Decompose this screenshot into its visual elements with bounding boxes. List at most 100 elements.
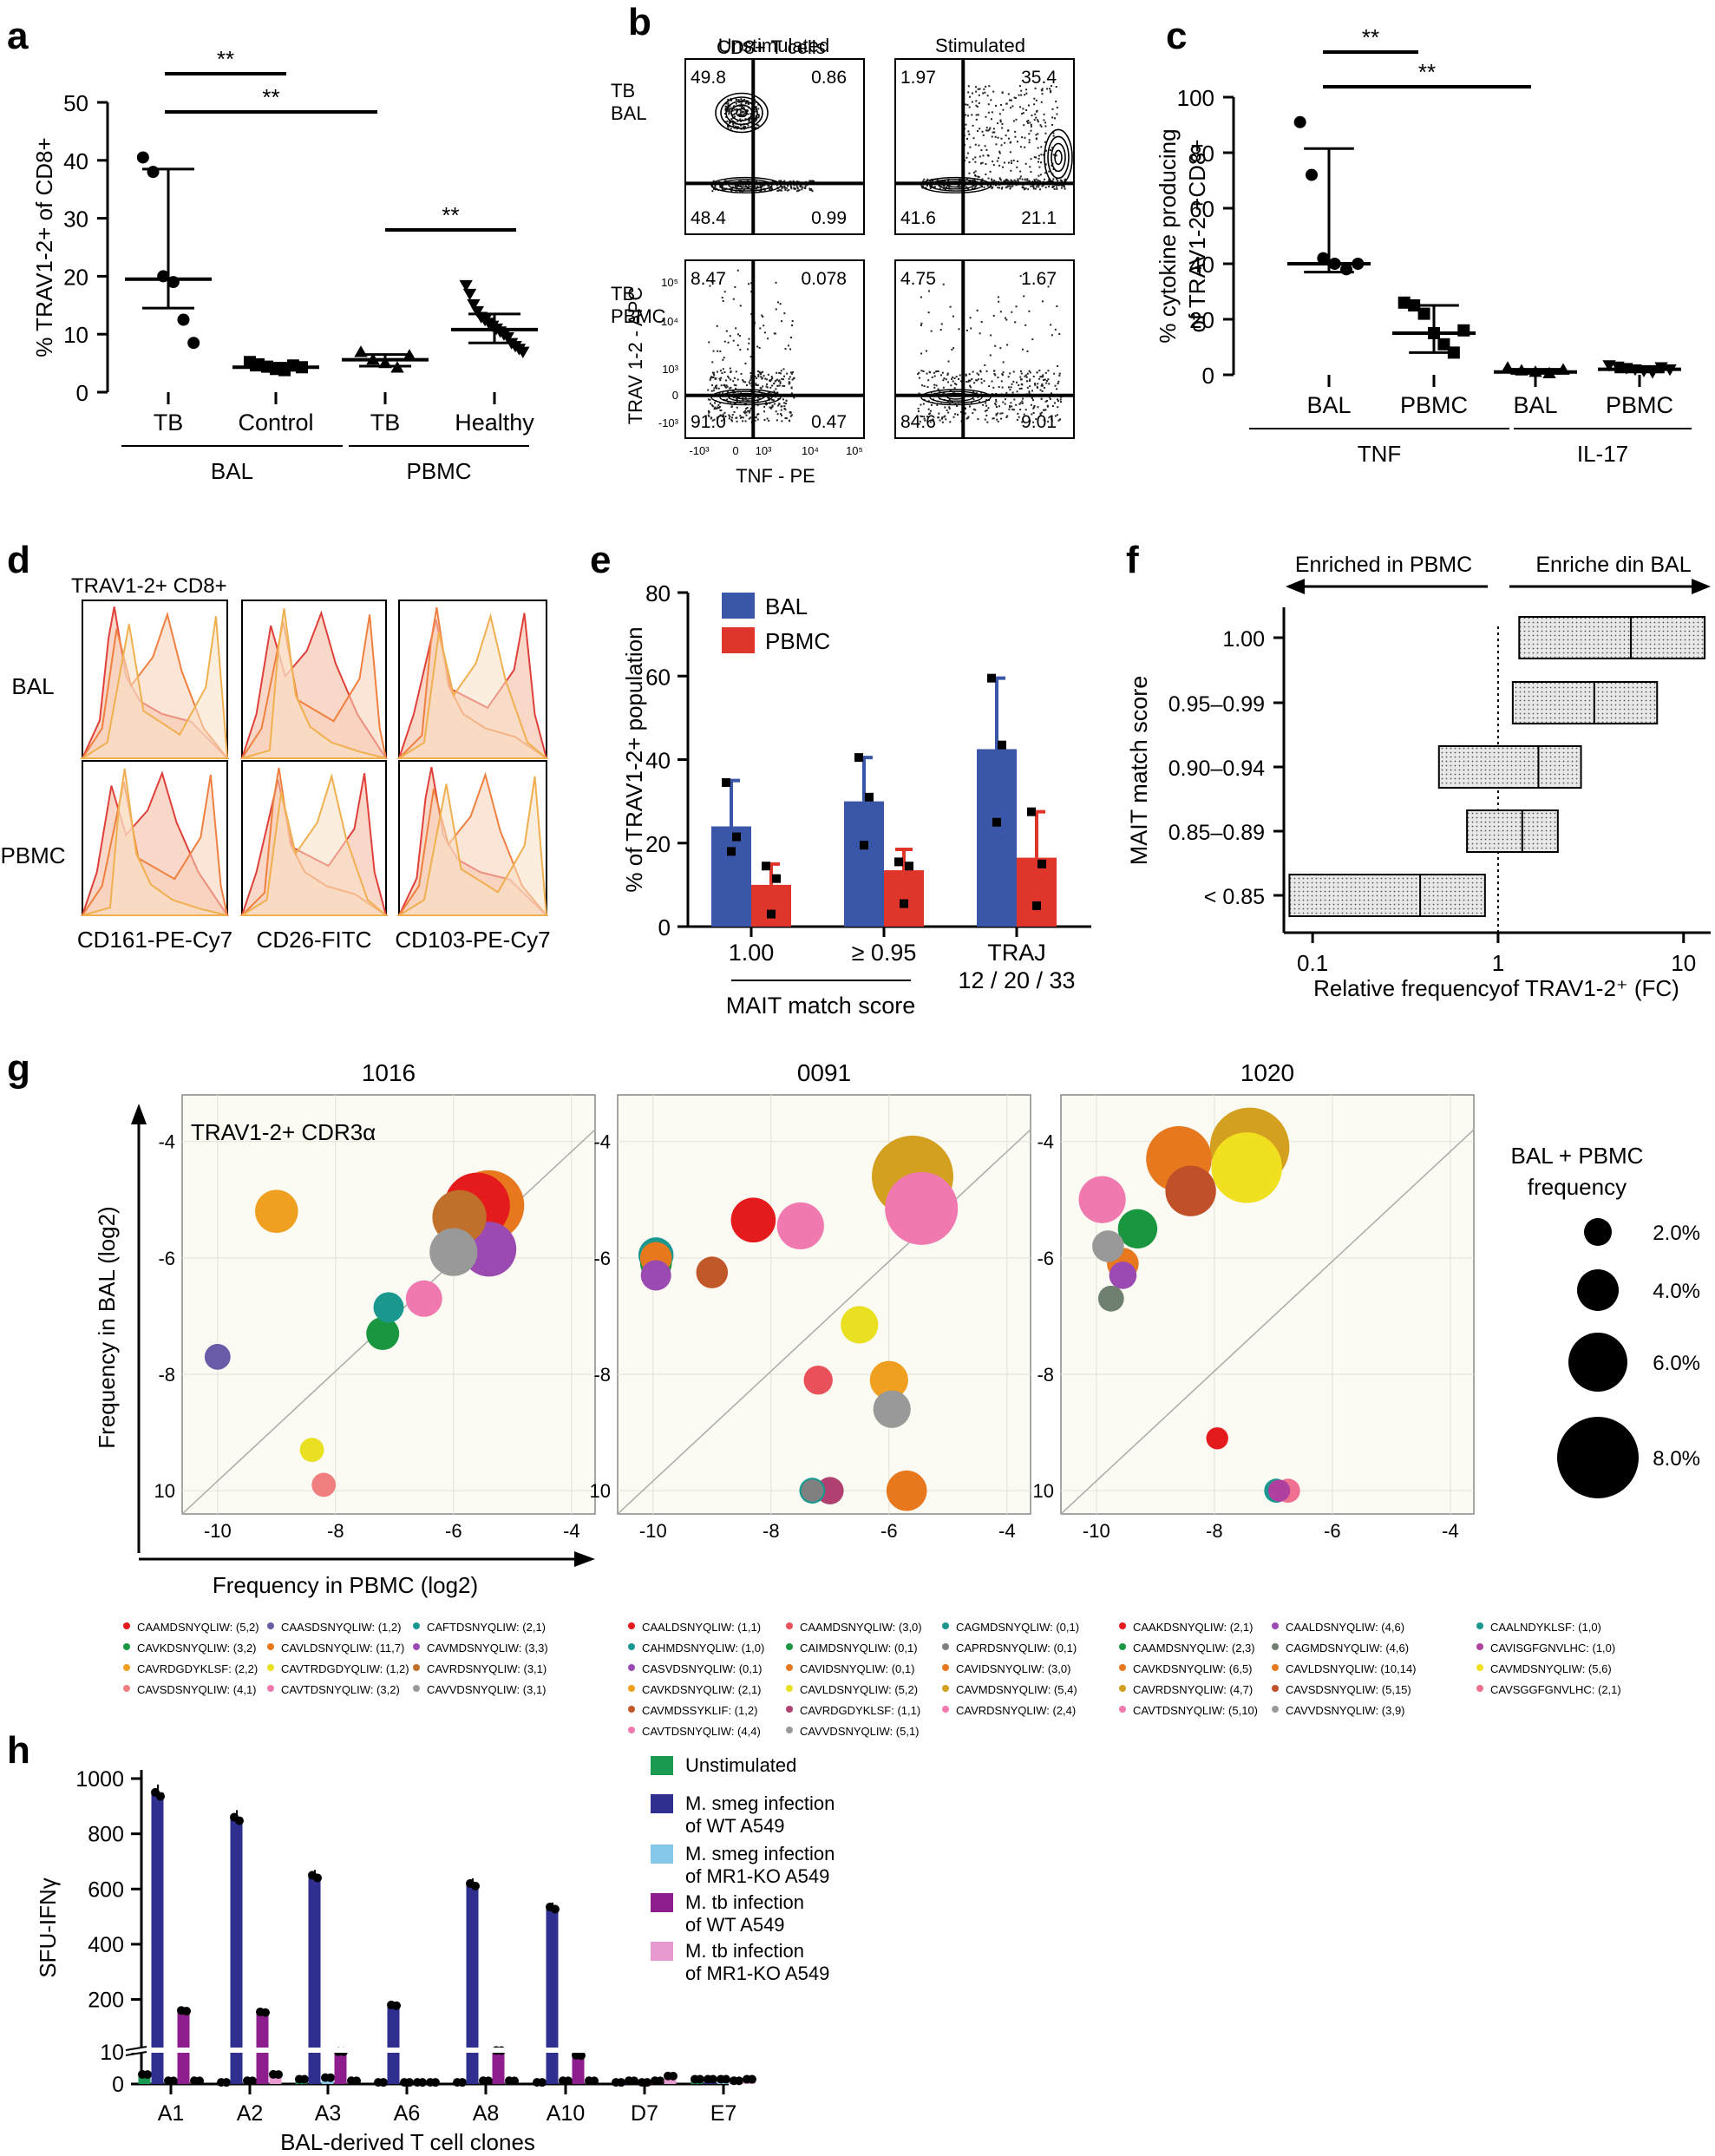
flow-event xyxy=(776,419,778,422)
x-tick-label: 0.1 xyxy=(1297,950,1328,976)
bubble xyxy=(873,1390,911,1428)
data-point xyxy=(860,841,868,850)
flow-event xyxy=(930,330,933,332)
flow-event xyxy=(1051,108,1054,110)
legend-label: CAVMDSNYQLIW: (5,4) xyxy=(956,1683,1077,1696)
flow-event xyxy=(1051,419,1053,422)
flow-event xyxy=(730,107,733,109)
flow-event xyxy=(790,414,793,416)
flow-event xyxy=(799,185,802,187)
flow-event xyxy=(918,410,920,413)
flow-event xyxy=(985,398,988,401)
legend-label: CAALDSNYQLIW: (1,1) xyxy=(642,1621,761,1634)
flow-event xyxy=(733,377,736,379)
flow-event xyxy=(746,348,749,351)
legend-dot xyxy=(628,1727,635,1733)
flow-event xyxy=(983,380,985,383)
y-tick-label: 100 xyxy=(1177,85,1214,111)
flow-event xyxy=(729,416,731,418)
x-tick-label: A1 xyxy=(158,2101,185,2126)
flow-event xyxy=(1046,379,1049,382)
data-point xyxy=(1027,807,1036,816)
flow-event xyxy=(716,324,718,327)
flow-event xyxy=(736,420,738,423)
flow-event xyxy=(1048,170,1051,173)
flow-event xyxy=(788,377,790,380)
flow-event xyxy=(947,381,950,383)
axis-break-mark xyxy=(125,2051,147,2056)
flow-event xyxy=(730,118,733,121)
bubble xyxy=(255,1189,298,1233)
flow-event xyxy=(1025,376,1028,378)
data-point xyxy=(501,331,515,344)
flow-event xyxy=(1024,136,1026,139)
flow-event xyxy=(1051,417,1053,420)
flow-event xyxy=(712,371,715,374)
data-point xyxy=(187,337,200,350)
flow-event xyxy=(760,376,763,378)
panel-label-e: e xyxy=(590,539,611,581)
flow-event xyxy=(769,406,771,409)
flow-event xyxy=(936,370,939,372)
flow-event xyxy=(725,386,728,389)
flow-event xyxy=(790,386,793,389)
panel-label-a: a xyxy=(7,15,29,57)
flow-event xyxy=(972,412,974,415)
flow-event xyxy=(782,368,785,370)
panel-h: h0102004006008001000SFU-IFNγBAL-derived … xyxy=(7,1729,835,2155)
flow-event xyxy=(994,104,997,107)
y-tick-label: 0 xyxy=(1202,363,1214,389)
x-tick-label: BAL xyxy=(1513,392,1557,418)
histogram-trace xyxy=(79,616,229,759)
flow-event xyxy=(968,405,971,408)
flow-event xyxy=(918,371,920,374)
flow-event xyxy=(748,102,750,105)
flow-event xyxy=(1013,96,1016,99)
flow-event xyxy=(1045,400,1048,403)
legend-label: of WT A549 xyxy=(685,1815,785,1837)
flow-event xyxy=(748,283,750,285)
flow-event xyxy=(1009,406,1011,409)
flow-event xyxy=(1042,409,1044,411)
flow-event xyxy=(1044,178,1046,180)
flow-event xyxy=(757,413,760,416)
legend-dot xyxy=(1272,1664,1279,1671)
flow-event xyxy=(1004,317,1006,319)
flow-event xyxy=(999,311,1002,313)
flow-event xyxy=(1017,160,1019,162)
flow-event xyxy=(1007,386,1010,389)
y-tick-label: 50 xyxy=(63,90,88,116)
flow-event xyxy=(997,136,999,139)
y-tick-label: -6 xyxy=(593,1248,611,1269)
legend-dot xyxy=(942,1622,949,1629)
flow-event xyxy=(1038,370,1041,372)
y-tick-label: 10 xyxy=(590,1480,611,1502)
flow-event xyxy=(791,324,794,327)
flow-event xyxy=(755,120,757,122)
flow-event xyxy=(760,373,763,376)
flow-event xyxy=(1040,161,1043,164)
flow-event xyxy=(756,404,759,407)
legend-label: M. smeg infection xyxy=(685,1843,835,1864)
y-tick-label: -4 xyxy=(158,1131,175,1153)
flow-event xyxy=(729,108,731,110)
flow-event xyxy=(730,378,732,381)
flow-event xyxy=(1044,149,1047,152)
data-point xyxy=(248,2076,257,2086)
flow-event xyxy=(1040,384,1043,387)
flow-event xyxy=(999,178,1002,180)
flow-event xyxy=(749,356,752,358)
flow-event xyxy=(1023,295,1025,298)
flow-event xyxy=(763,189,766,192)
flow-event xyxy=(742,379,744,382)
flow-event xyxy=(719,379,722,382)
flow-event xyxy=(1049,88,1051,90)
flow-event xyxy=(757,116,760,119)
flow-event xyxy=(749,119,751,121)
flow-event xyxy=(966,103,969,106)
flow-event xyxy=(1016,418,1018,421)
flow-event xyxy=(926,178,929,180)
flow-event xyxy=(937,416,939,419)
flow-event xyxy=(781,189,783,192)
bubble xyxy=(869,1360,908,1399)
